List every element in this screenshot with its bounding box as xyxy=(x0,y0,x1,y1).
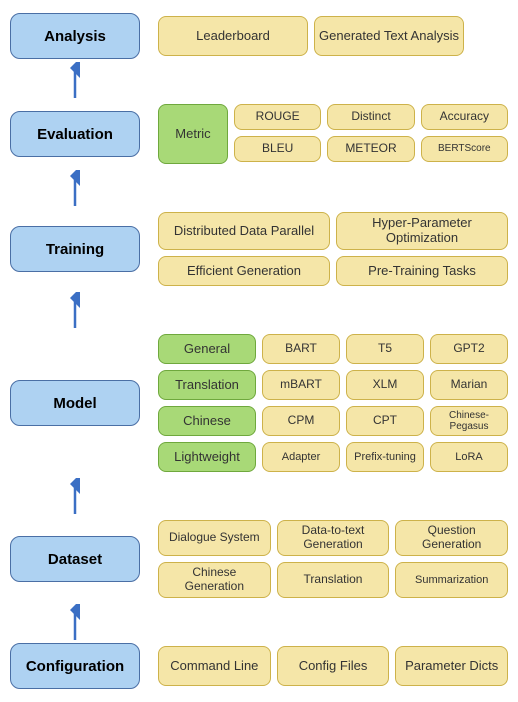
section-analysis: Analysis Leaderboard Generated Text Anal… xyxy=(10,10,508,62)
box-config-files: Config Files xyxy=(277,646,390,686)
arrow-training-model xyxy=(10,292,508,328)
section-training: Training Distributed Data Parallel Hyper… xyxy=(10,206,508,292)
box-distinct: Distinct xyxy=(327,104,414,130)
box-lightweight: Lightweight xyxy=(158,442,256,472)
box-parameter-dicts: Parameter Dicts xyxy=(395,646,508,686)
box-lora: LoRA xyxy=(430,442,508,472)
box-bleu: BLEU xyxy=(234,136,321,162)
box-command-line: Command Line xyxy=(158,646,271,686)
stage-training: Training xyxy=(10,226,140,272)
box-cpt: CPT xyxy=(346,406,424,436)
box-cpm: CPM xyxy=(262,406,340,436)
box-rouge: ROUGE xyxy=(234,104,321,130)
box-general: General xyxy=(158,334,256,364)
box-meteor: METEOR xyxy=(327,136,414,162)
box-bertscore: BERTScore xyxy=(421,136,508,162)
box-xlm: XLM xyxy=(346,370,424,400)
diagram-root: Analysis Leaderboard Generated Text Anal… xyxy=(10,10,508,692)
box-marian: Marian xyxy=(430,370,508,400)
section-evaluation: Evaluation Metric ROUGE Distinct Accurac… xyxy=(10,98,508,170)
box-pretrain: Pre-Training Tasks xyxy=(336,256,508,286)
arrow-dataset-configuration xyxy=(10,604,508,640)
box-data-to-text: Data-to-text Generation xyxy=(277,520,390,556)
stage-evaluation: Evaluation xyxy=(10,111,140,157)
stage-configuration: Configuration xyxy=(10,643,140,689)
box-leaderboard: Leaderboard xyxy=(158,16,308,56)
box-ddp: Distributed Data Parallel xyxy=(158,212,330,250)
stage-dataset: Dataset xyxy=(10,536,140,582)
stage-analysis: Analysis xyxy=(10,13,140,59)
box-bart: BART xyxy=(262,334,340,364)
box-adapter: Adapter xyxy=(262,442,340,472)
section-model: Model General BART T5 GPT2 Translation m… xyxy=(10,328,508,478)
box-effgen: Efficient Generation xyxy=(158,256,330,286)
section-dataset: Dataset Dialogue System Data-to-text Gen… xyxy=(10,514,508,604)
box-dialogue-system: Dialogue System xyxy=(158,520,271,556)
box-t5: T5 xyxy=(346,334,424,364)
box-mbart: mBART xyxy=(262,370,340,400)
box-question-generation: Question Generation xyxy=(395,520,508,556)
box-translation: Translation xyxy=(158,370,256,400)
box-summarization: Summarization xyxy=(395,562,508,598)
box-chinese-pegasus: Chinese-Pegasus xyxy=(430,406,508,436)
box-metric: Metric xyxy=(158,104,228,164)
box-chinese: Chinese xyxy=(158,406,256,436)
box-hpo: Hyper-Parameter Optimization xyxy=(336,212,508,250)
box-chinese-generation: Chinese Generation xyxy=(158,562,271,598)
box-gpt2: GPT2 xyxy=(430,334,508,364)
section-configuration: Configuration Command Line Config Files … xyxy=(10,640,508,692)
box-accuracy: Accuracy xyxy=(421,104,508,130)
arrow-model-dataset xyxy=(10,478,508,514)
box-generated-text-analysis: Generated Text Analysis xyxy=(314,16,464,56)
arrow-evaluation-training xyxy=(10,170,508,206)
stage-model: Model xyxy=(10,380,140,426)
box-prefix-tuning: Prefix-tuning xyxy=(346,442,424,472)
arrow-analysis-evaluation xyxy=(10,62,508,98)
box-translation-ds: Translation xyxy=(277,562,390,598)
